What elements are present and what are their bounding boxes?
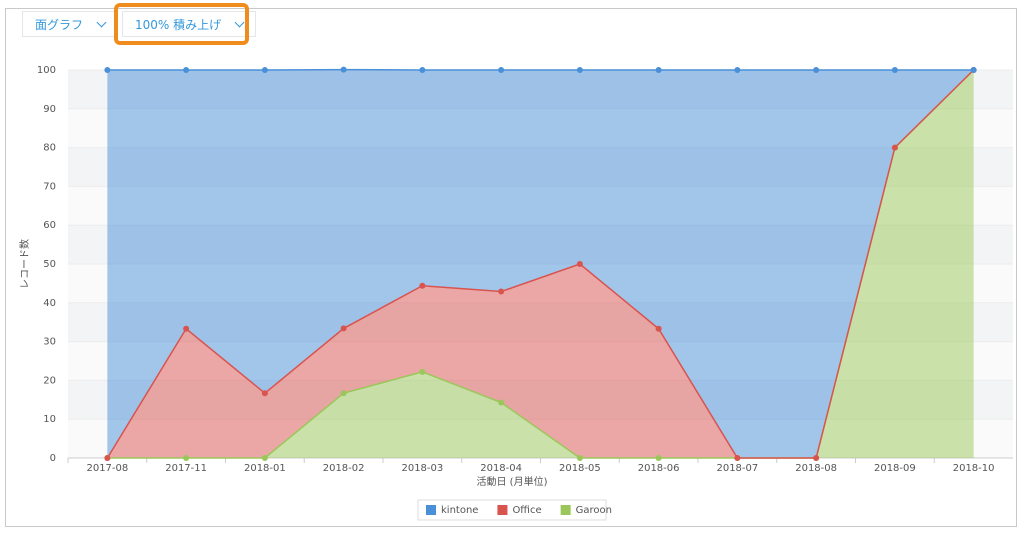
area-fill [107, 69, 974, 458]
y-tick-label: 30 [43, 337, 56, 348]
y-tick-label: 90 [43, 104, 56, 115]
x-tick-label: 2018-06 [638, 463, 680, 474]
legend-swatch [560, 505, 571, 515]
point [340, 325, 347, 332]
area-fill [107, 70, 974, 458]
x-tick-label: 2018-05 [559, 463, 601, 474]
y-tick-label: 10 [43, 414, 56, 425]
y-tick-label: 50 [43, 259, 56, 270]
point [813, 67, 820, 73]
point [419, 282, 426, 289]
x-tick-label: 2018-07 [716, 463, 758, 474]
point [655, 67, 662, 73]
x-axis-label: 活動日 (月単位) [477, 475, 548, 488]
y-tick-label: 40 [43, 298, 56, 309]
point [183, 455, 190, 461]
point [655, 455, 662, 461]
point [970, 67, 977, 73]
stack-mode-dropdown[interactable]: 100% 積み上げ [122, 11, 257, 37]
legend: kintone Office Garoon [417, 499, 612, 521]
legend-label: Garoon [576, 505, 612, 516]
point [104, 67, 111, 73]
point [104, 455, 111, 461]
x-tick-label: 2018-08 [795, 463, 837, 474]
point [498, 288, 505, 295]
point [261, 67, 268, 73]
area-fill [107, 70, 974, 458]
y-tick-label: 20 [43, 375, 56, 386]
x-tick-label: 2018-10 [953, 463, 995, 474]
y-tick-label: 0 [50, 453, 56, 464]
point [576, 261, 583, 267]
x-tick-label: 2018-01 [244, 463, 286, 474]
point [734, 67, 741, 73]
point [340, 390, 347, 397]
point [419, 368, 426, 375]
x-tick-label: 2018-02 [323, 463, 365, 474]
y-tick-label: 70 [43, 181, 56, 192]
x-tick-label: 2018-04 [480, 463, 522, 474]
point [813, 455, 820, 461]
point [576, 67, 583, 73]
point [261, 455, 268, 461]
legend-swatch [426, 505, 436, 515]
point [498, 399, 505, 406]
x-tick-label: 2018-09 [874, 463, 916, 474]
point [655, 325, 662, 332]
y-tick-label: 80 [43, 143, 56, 154]
legend-label: kintone [441, 505, 478, 516]
point [183, 67, 190, 73]
point [891, 144, 898, 151]
point [340, 66, 347, 73]
y-axis-label: レコード数 [18, 239, 31, 289]
legend-label: Office [512, 505, 541, 516]
area-line [106, 69, 975, 459]
point [261, 390, 268, 397]
x-tick-label: 2017-08 [86, 463, 128, 474]
point [498, 67, 505, 73]
chart-type-dropdown[interactable]: 面グラフ [22, 11, 119, 37]
legend-swatch [497, 505, 508, 515]
point [576, 455, 583, 461]
legend-box [417, 499, 607, 521]
point [183, 325, 190, 332]
point [419, 67, 426, 73]
y-tick-label: 100 [37, 65, 56, 76]
x-tick-label: 2018-03 [401, 463, 443, 474]
highlight-box [114, 3, 249, 45]
y-tick-label: 60 [43, 220, 56, 231]
point [891, 67, 898, 73]
point [734, 455, 741, 461]
x-tick-label: 2017-11 [165, 463, 207, 474]
frame [5, 8, 1017, 527]
